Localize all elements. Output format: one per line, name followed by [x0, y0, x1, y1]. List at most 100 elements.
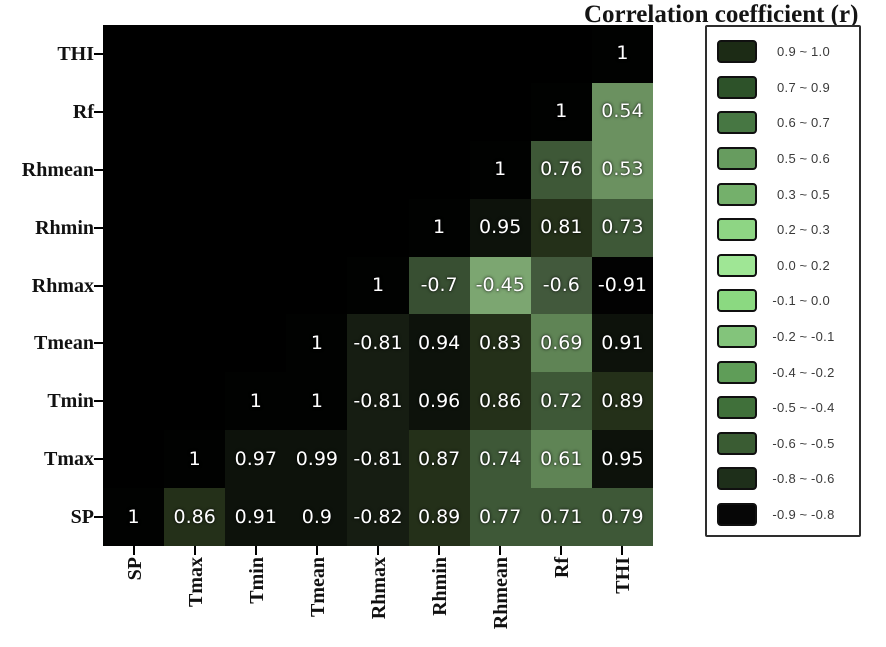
matrix-cell: 0.89 [591, 372, 653, 431]
legend-swatch [717, 111, 757, 135]
legend-range-lo: 0.6 [777, 115, 796, 131]
legend-entry: -0.6 ~ -0.5 [707, 426, 859, 462]
x-axis-label: Tmax [184, 557, 207, 607]
matrix-cell: 0.97 [225, 430, 287, 489]
y-axis-tick [94, 342, 103, 345]
matrix-cell: 0.74 [469, 430, 531, 489]
legend-range-label: 0.5 ~0.6 [769, 151, 843, 166]
legend-swatch [717, 325, 757, 349]
legend-swatch [717, 147, 757, 171]
legend-range-label: 0.0 ~0.2 [769, 258, 843, 273]
matrix-cell: 0.76 [530, 140, 592, 199]
x-axis-tick [377, 546, 379, 555]
legend-swatch [717, 253, 757, 277]
matrix-cell: 1 [408, 198, 470, 257]
legend-range-label: -0.5 ~ -0.4 [769, 400, 843, 415]
x-axis-label: Rf [551, 557, 574, 579]
matrix-cell: 0.86 [164, 488, 226, 546]
legend-range-hi: 0.0 [811, 293, 830, 309]
legend-range-lo: -0.1 [772, 293, 796, 309]
legend-range-hi: 0.5 [811, 186, 830, 202]
y-axis-label: Tmin [47, 390, 94, 413]
y-axis-label: Rhmax [31, 274, 94, 297]
matrix-cell: 0.96 [408, 372, 470, 431]
legend-entry: -0.8 ~ -0.6 [707, 461, 859, 497]
legend-range-lo: -0.5 [772, 400, 796, 416]
x-axis-label: SP [123, 557, 146, 581]
matrix-cell: 0.73 [591, 198, 653, 257]
legend-range-separator: ~ [799, 507, 808, 523]
matrix-cell: 0.99 [286, 430, 348, 489]
matrix-cell: 0.9 [286, 488, 348, 546]
x-axis-tick [621, 546, 624, 555]
matrix-cell: 1 [286, 372, 348, 431]
heatmap-plot-area: 1 1 0.54 1 0.76 0.53 1 0.95 0.81 0.73 1 -0.7 -0.45 -0… [103, 25, 653, 546]
x-axis-label: Rhmin [429, 557, 452, 616]
matrix-cell: 0.94 [408, 314, 470, 373]
legend-swatch [717, 396, 757, 420]
y-axis-tick [94, 52, 103, 55]
x-axis-tick [560, 546, 563, 555]
legend-entry: -0.2 ~ -0.1 [707, 319, 859, 355]
legend-range-separator: ~ [799, 471, 808, 487]
y-axis-tick [94, 110, 103, 113]
y-axis-tick [94, 226, 103, 229]
legend-range-lo: 0.0 [777, 257, 796, 273]
matrix-cell: -0.82 [347, 488, 409, 546]
legend-range-separator: ~ [799, 329, 808, 345]
y-axis-label: Tmax [44, 448, 94, 471]
matrix-cell: 1 [164, 430, 226, 489]
y-axis-tick [94, 284, 103, 287]
legend-range-label: 0.6 ~0.7 [769, 115, 843, 130]
legend-range-hi: -0.5 [811, 435, 835, 451]
legend-range-lo: -0.6 [772, 435, 796, 451]
y-axis-tick [94, 516, 103, 519]
matrix-cell: 0.86 [469, 372, 531, 431]
matrix-cell: 1 [225, 372, 287, 431]
legend-range-label: 0.3 ~0.5 [769, 187, 843, 202]
matrix-cell: -0.7 [408, 256, 470, 315]
legend-range-separator: ~ [799, 364, 808, 380]
legend-range-hi: -0.2 [811, 364, 835, 380]
legend-entry: -0.4 ~ -0.2 [707, 354, 859, 390]
matrix-cell: 0.69 [530, 314, 592, 373]
legend-range-hi: -0.1 [811, 329, 835, 345]
legend-entry: -0.9 ~ -0.8 [707, 497, 859, 533]
legend-range-label: 0.2 ~0.3 [769, 222, 843, 237]
legend-range-separator: ~ [799, 186, 808, 202]
legend-swatch [717, 503, 757, 527]
matrix-cell: 0.79 [591, 488, 653, 546]
matrix-cell: 1 [347, 256, 409, 315]
legend-range-lo: -0.2 [772, 329, 796, 345]
legend-range-hi: -0.8 [811, 507, 835, 523]
y-axis-tick [94, 458, 103, 461]
matrix-cell: -0.45 [469, 256, 531, 315]
legend-range-label: -0.9 ~ -0.8 [769, 507, 843, 522]
x-axis-tick [254, 546, 257, 555]
y-axis-tick [94, 168, 103, 171]
x-axis-label: Tmin [245, 557, 268, 604]
x-axis-tick [315, 546, 318, 555]
legend-entry: 0.3 ~0.5 [707, 176, 859, 212]
matrix-cell: 1 [286, 314, 348, 373]
legend-range-lo: -0.4 [772, 364, 796, 380]
legend-range-hi: 0.7 [811, 115, 830, 131]
x-axis-tick [499, 546, 502, 555]
legend-entry: 0.9 ~1.0 [707, 34, 859, 70]
x-axis-label: Tmean [306, 557, 329, 617]
legend-range-separator: ~ [799, 151, 808, 167]
matrix-cell: 0.61 [530, 430, 592, 489]
legend-range-lo: 0.5 [777, 151, 796, 167]
legend-range-separator: ~ [799, 435, 808, 451]
x-axis-label: Rhmean [490, 557, 513, 630]
matrix-cell: 0.77 [469, 488, 531, 546]
legend-range-hi: 0.2 [811, 257, 830, 273]
legend-entry: 0.5 ~0.6 [707, 141, 859, 177]
legend-entry: 0.0 ~0.2 [707, 248, 859, 284]
legend-range-hi: -0.6 [811, 471, 835, 487]
y-axis-label: Tmean [34, 332, 94, 355]
legend-swatch [717, 218, 757, 242]
y-axis-label: Rf [72, 100, 94, 123]
legend-swatch [717, 289, 757, 313]
legend-range-separator: ~ [799, 257, 808, 273]
